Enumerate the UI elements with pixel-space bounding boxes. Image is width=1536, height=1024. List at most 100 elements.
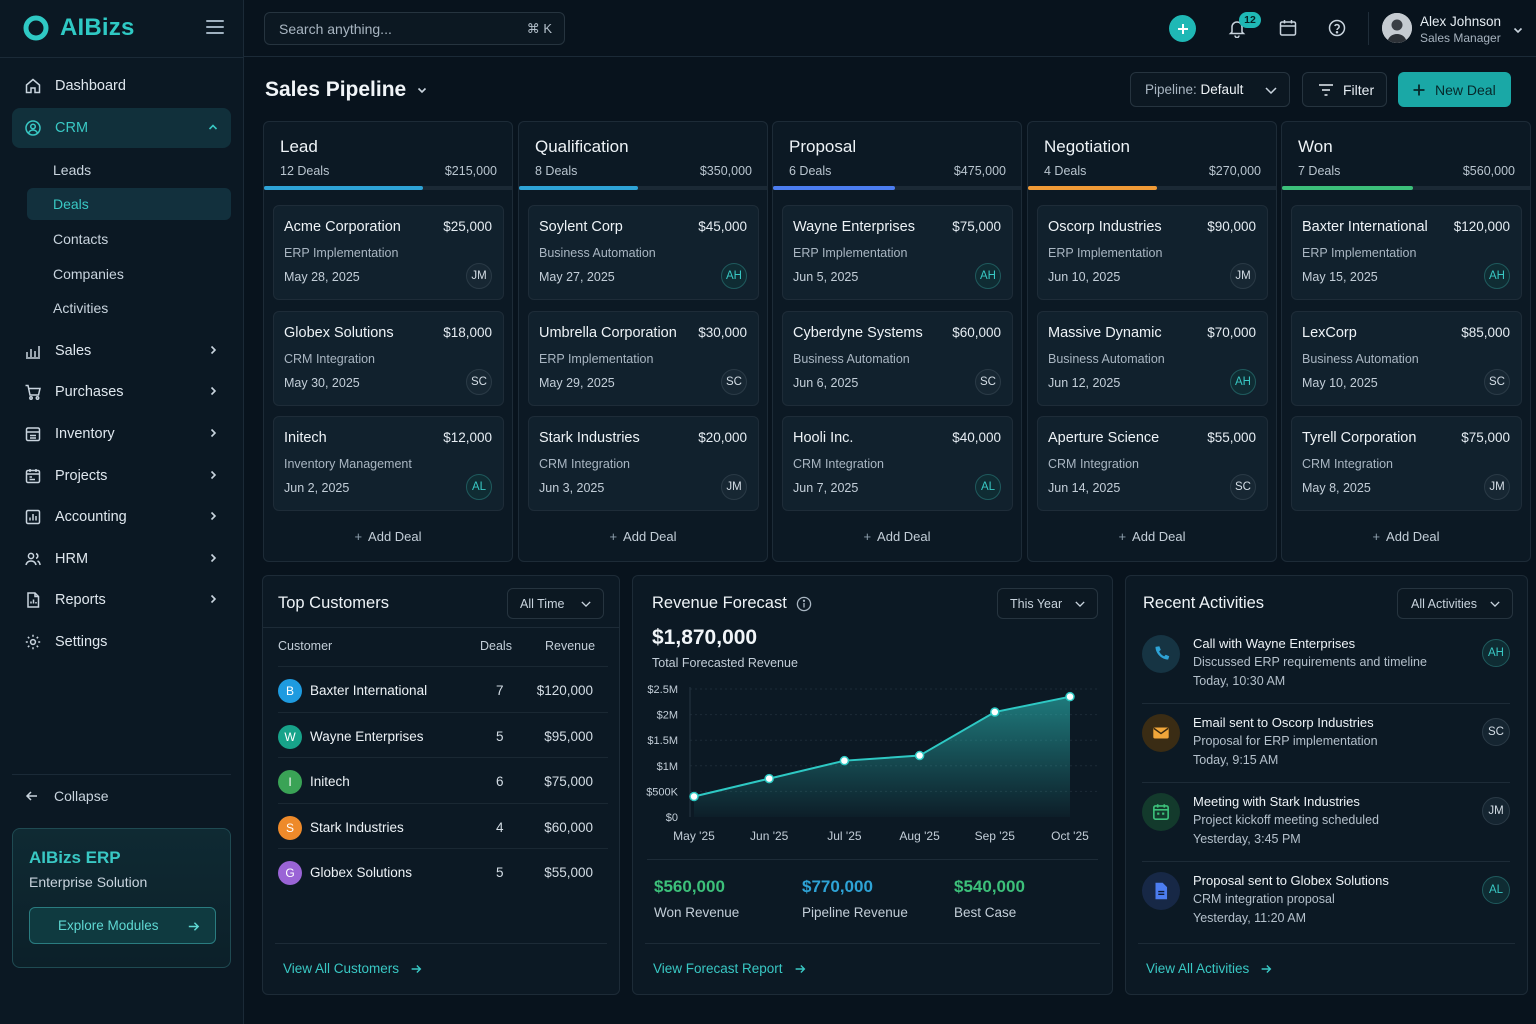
quick-add-button[interactable] bbox=[1169, 15, 1196, 42]
owner-avatar[interactable]: AL bbox=[1482, 876, 1510, 904]
chevron-down-icon bbox=[1075, 600, 1085, 607]
owner-avatar[interactable]: JM bbox=[1482, 797, 1510, 825]
add-deal-button[interactable]: + Add Deal bbox=[1282, 529, 1530, 544]
sidebar-item-hrm[interactable]: HRM bbox=[12, 539, 231, 579]
deal-card[interactable]: Baxter International $120,000 ERP Implemen… bbox=[1291, 205, 1522, 300]
table-row[interactable]: G Globex Solutions 5 $55,000 bbox=[278, 848, 608, 893]
owner-avatar[interactable]: AH bbox=[975, 263, 1001, 289]
filter-button[interactable]: Filter bbox=[1302, 72, 1387, 107]
deal-card[interactable]: Acme Corporation $25,000 ERP Implementatio… bbox=[273, 205, 504, 300]
sidebar-subitem-deals[interactable]: Deals bbox=[27, 188, 231, 221]
activity-item[interactable]: Proposal sent to Globex Solutions CRM int… bbox=[1142, 870, 1510, 949]
chevron-right-icon bbox=[210, 345, 217, 354]
add-deal-button[interactable]: + Add Deal bbox=[264, 529, 512, 544]
sidebar-item-settings[interactable]: Settings bbox=[12, 622, 231, 662]
column-header-deals[interactable]: Deals bbox=[480, 639, 512, 653]
sidebar-item-accounting[interactable]: Accounting bbox=[12, 497, 231, 537]
sidebar-item-sales[interactable]: Sales bbox=[12, 331, 231, 371]
sidebar-subitem-contacts[interactable]: Contacts bbox=[53, 230, 109, 247]
user-name[interactable]: Alex Johnson bbox=[1420, 14, 1502, 29]
chevron-right-icon bbox=[210, 428, 217, 438]
owner-avatar[interactable]: AH bbox=[1484, 263, 1510, 289]
deal-card[interactable]: Aperture Science $55,000 CRM Integration Ju… bbox=[1037, 416, 1268, 511]
column-header-revenue[interactable]: Revenue bbox=[545, 639, 596, 653]
deal-card[interactable]: Cyberdyne Systems $60,000 Business Automat… bbox=[782, 311, 1013, 406]
avatar[interactable] bbox=[1382, 13, 1412, 43]
view-forecast-report-link[interactable]: View Forecast Report bbox=[653, 961, 807, 976]
owner-avatar[interactable]: SC bbox=[975, 369, 1001, 395]
owner-avatar[interactable]: JM bbox=[1484, 474, 1510, 500]
collapse-sidebar-button[interactable]: Collapse bbox=[24, 788, 108, 804]
owner-avatar[interactable]: SC bbox=[1484, 369, 1510, 395]
deal-card[interactable]: Soylent Corp $45,000 Business Automation Ma… bbox=[528, 205, 759, 300]
deal-card[interactable]: Tyrell Corporation $75,000 CRM Integration… bbox=[1291, 416, 1522, 511]
owner-avatar[interactable]: AH bbox=[1230, 369, 1256, 395]
sidebar-item-dashboard[interactable]: Dashboard bbox=[12, 66, 231, 106]
owner-avatar[interactable]: SC bbox=[1482, 718, 1510, 746]
explore-modules-button[interactable]: Explore Modules bbox=[29, 907, 216, 944]
sidebar-subitem-leads[interactable]: Leads bbox=[53, 161, 92, 178]
table-row[interactable]: B Baxter International 7 $120,000 bbox=[278, 666, 608, 711]
sidebar-item-crm[interactable]: CRM bbox=[12, 107, 231, 148]
owner-avatar[interactable]: JM bbox=[721, 474, 747, 500]
deal-date: May 10, 2025 bbox=[1302, 376, 1378, 390]
deal-date: May 30, 2025 bbox=[284, 376, 360, 390]
activity-item[interactable]: Call with Wayne Enterprises Discussed ERP… bbox=[1142, 633, 1510, 712]
owner-avatar[interactable]: JM bbox=[466, 263, 492, 289]
column-title: Qualification bbox=[535, 137, 629, 156]
sidebar-item-purchases[interactable]: Purchases bbox=[12, 372, 231, 412]
deal-card[interactable]: Stark Industries $20,000 CRM Integration Ju… bbox=[528, 416, 759, 511]
help-icon[interactable] bbox=[1327, 18, 1347, 38]
calendar-icon[interactable] bbox=[1278, 18, 1298, 38]
add-deal-button[interactable]: + Add Deal bbox=[773, 529, 1021, 544]
add-deal-button[interactable]: + Add Deal bbox=[519, 529, 767, 544]
owner-avatar[interactable]: SC bbox=[466, 369, 492, 395]
owner-avatar[interactable]: AL bbox=[975, 474, 1001, 500]
owner-avatar[interactable]: SC bbox=[1230, 474, 1256, 500]
owner-avatar[interactable]: AL bbox=[466, 474, 492, 500]
deal-card[interactable]: Globex Solutions $18,000 CRM Integration Ma… bbox=[273, 311, 504, 406]
deal-card[interactable]: Initech $12,000 Inventory Management Jun 2,… bbox=[273, 416, 504, 511]
gear-icon bbox=[24, 633, 42, 651]
table-row[interactable]: W Wayne Enterprises 5 $95,000 bbox=[278, 711, 608, 757]
search-input[interactable]: Search anything... ⌘ K bbox=[264, 12, 565, 45]
owner-avatar[interactable]: JM bbox=[1230, 263, 1256, 289]
deal-card[interactable]: LexCorp $85,000 Business Automation May 10,… bbox=[1291, 311, 1522, 406]
forecast-period-select[interactable]: This Year bbox=[997, 588, 1098, 619]
page-title[interactable]: Sales Pipeline bbox=[265, 78, 428, 102]
pipeline-select[interactable]: Pipeline: Default bbox=[1130, 72, 1290, 107]
activity-item[interactable]: Email sent to Oscorp Industries Proposal … bbox=[1142, 712, 1510, 791]
owner-avatar[interactable]: AH bbox=[1482, 639, 1510, 667]
new-deal-button[interactable]: New Deal bbox=[1398, 72, 1511, 107]
info-icon[interactable] bbox=[796, 596, 812, 612]
sidebar-subitem-activities[interactable]: Activities bbox=[53, 300, 109, 317]
table-row[interactable]: I Initech 6 $75,000 bbox=[278, 757, 608, 802]
owner-avatar[interactable]: AH bbox=[721, 263, 747, 289]
sidebar-item-reports[interactable]: Reports bbox=[12, 580, 231, 620]
activity-item[interactable]: Meeting with Stark Industries Project kic… bbox=[1142, 791, 1510, 870]
sidebar-subitem-companies[interactable]: Companies bbox=[53, 265, 124, 282]
forecast-stat: $560,000 Won Revenue bbox=[654, 877, 739, 920]
deal-card[interactable]: Hooli Inc. $40,000 CRM Integration Jun 7, 2… bbox=[782, 416, 1013, 511]
menu-toggle-icon[interactable] bbox=[206, 20, 224, 34]
brand-logo[interactable]: AIBizs bbox=[22, 14, 135, 42]
deal-card[interactable]: Oscorp Industries $90,000 ERP Implementati… bbox=[1037, 205, 1268, 300]
sidebar-item-projects[interactable]: Projects bbox=[12, 456, 231, 496]
activities-filter-select[interactable]: All Activities bbox=[1397, 588, 1513, 619]
column-header-customer[interactable]: Customer bbox=[278, 639, 333, 653]
add-deal-button[interactable]: + Add Deal bbox=[1028, 529, 1276, 544]
table-row[interactable]: S Stark Industries 4 $60,000 bbox=[278, 802, 608, 848]
chevron-down-icon[interactable] bbox=[1512, 24, 1524, 36]
deal-card[interactable]: Umbrella Corporation $30,000 ERP Implement… bbox=[528, 311, 759, 406]
deal-type: CRM Integration bbox=[284, 352, 376, 366]
deal-card[interactable]: Massive Dynamic $70,000 Business Automatio… bbox=[1037, 311, 1268, 406]
sidebar-item-inventory[interactable]: Inventory bbox=[12, 414, 231, 454]
view-all-activities-link[interactable]: View All Activities bbox=[1146, 961, 1273, 976]
owner-avatar[interactable]: SC bbox=[721, 369, 747, 395]
activity-title: Proposal sent to Globex Solutions bbox=[1193, 873, 1389, 888]
deal-card[interactable]: Wayne Enterprises $75,000 ERP Implementati… bbox=[782, 205, 1013, 300]
deal-amount: $40,000 bbox=[952, 430, 1001, 445]
customers-period-select[interactable]: All Time bbox=[507, 588, 604, 619]
view-all-customers-link[interactable]: View All Customers bbox=[283, 961, 423, 976]
column-deal-count: 6 Deals bbox=[789, 164, 832, 178]
